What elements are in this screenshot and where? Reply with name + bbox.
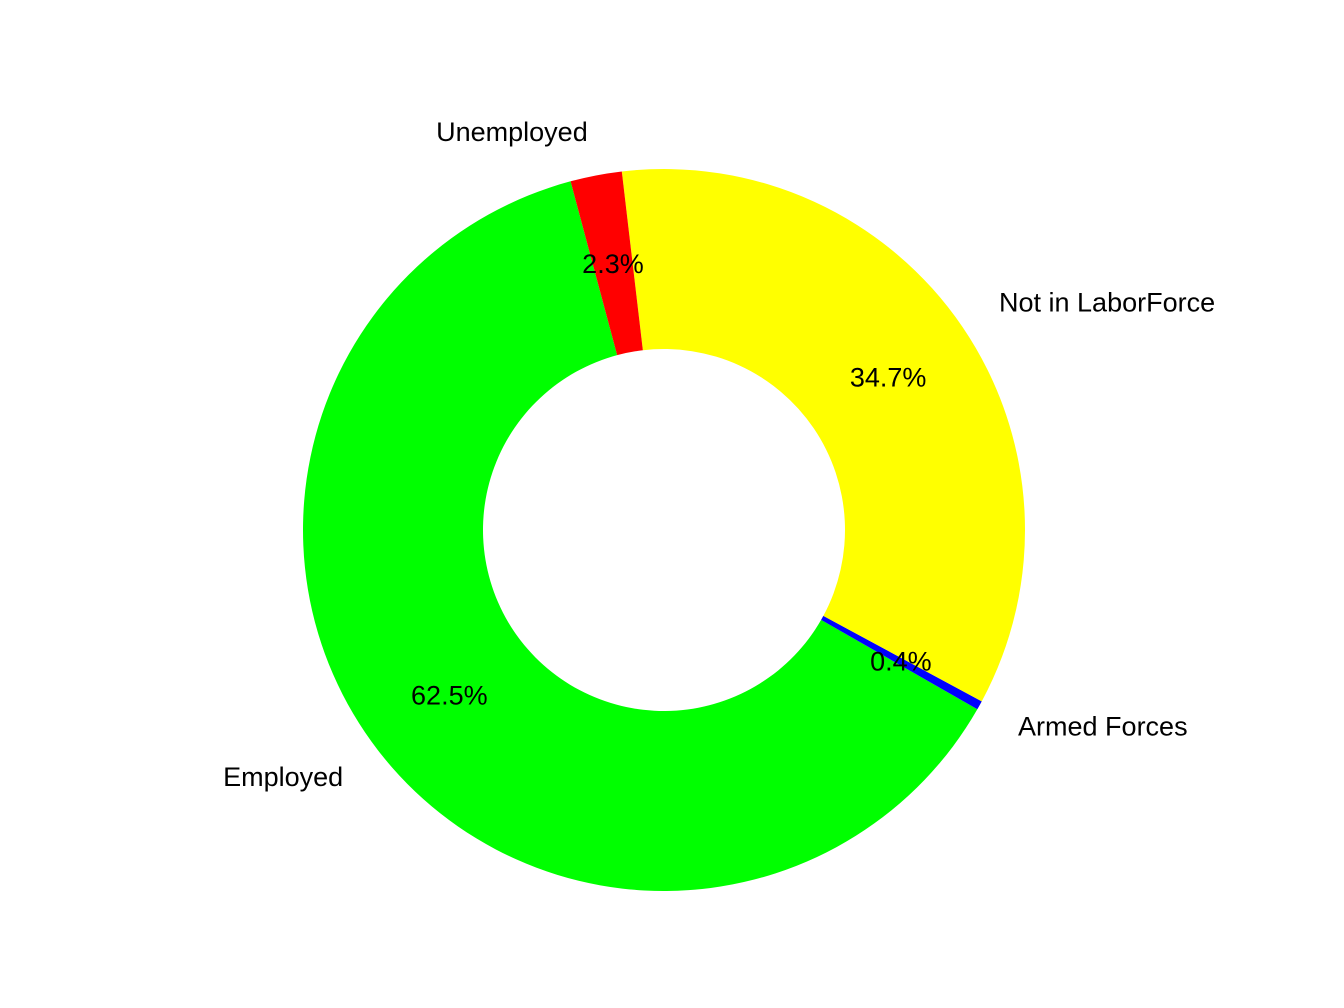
slice-employed — [302, 181, 978, 891]
percent-labels: 62.5% 0.4% 34.7% 2.3% — [411, 249, 932, 711]
slice-unemployed — [570, 171, 643, 356]
slice-not-in-laborforce — [621, 169, 1025, 702]
percent-label-armed-forces: 0.4% — [870, 647, 932, 677]
category-label-unemployed: Unemployed — [436, 117, 588, 147]
percent-label-not-in-laborforce: 34.7% — [850, 363, 927, 393]
percent-label-employed: 62.5% — [411, 680, 488, 710]
category-labels: Employed Armed Forces Not in LaborForce Une… — [223, 117, 1215, 792]
category-label-armed-forces: Armed Forces — [1018, 712, 1188, 742]
percent-label-unemployed: 2.3% — [582, 249, 644, 279]
slice-armed-forces — [821, 615, 982, 710]
category-label-not-in-laborforce: Not in LaborForce — [999, 287, 1215, 317]
donut-slices — [302, 169, 1025, 891]
category-label-employed: Employed — [223, 762, 343, 792]
